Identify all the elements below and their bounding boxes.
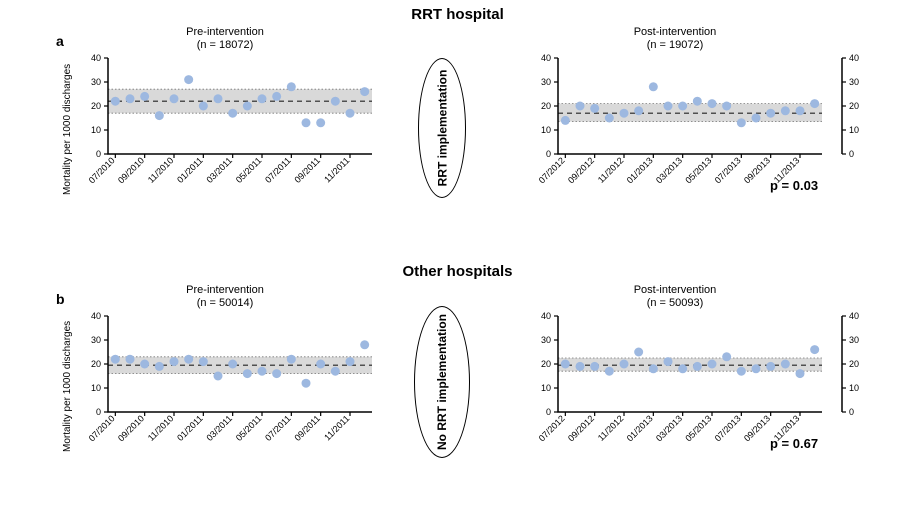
svg-text:0: 0 <box>849 149 854 159</box>
svg-text:40: 40 <box>541 53 551 63</box>
subtitle-a-post-n: (n = 19072) <box>647 39 704 51</box>
svg-text:40: 40 <box>91 53 101 63</box>
svg-text:09/2011: 09/2011 <box>292 413 322 443</box>
svg-text:05/2013: 05/2013 <box>683 155 713 185</box>
svg-text:05/2011: 05/2011 <box>234 413 264 443</box>
svg-text:07/2011: 07/2011 <box>263 413 293 443</box>
subtitle-a-pre-n: (n = 18072) <box>197 39 254 51</box>
svg-text:05/2011: 05/2011 <box>234 155 264 185</box>
svg-text:07/2012: 07/2012 <box>537 413 567 443</box>
svg-text:11/2010: 11/2010 <box>146 413 176 443</box>
chart-b-pre: 0 10 20 30 40 07/201009/201011/201001/201103/… <box>70 310 380 483</box>
svg-text:30: 30 <box>541 77 551 87</box>
svg-text:40: 40 <box>541 311 551 321</box>
subtitle-b-pre: Pre-intervention (n = 50014) <box>70 284 380 310</box>
svg-text:0: 0 <box>546 407 551 417</box>
svg-text:11/2011: 11/2011 <box>322 155 351 184</box>
svg-text:09/2012: 09/2012 <box>566 155 596 185</box>
svg-text:30: 30 <box>541 335 551 345</box>
svg-text:30: 30 <box>91 335 101 345</box>
panel-letter-b: b <box>56 291 65 307</box>
svg-text:01/2011: 01/2011 <box>175 155 205 185</box>
subtitle-b-pre-n: (n = 50014) <box>197 297 254 309</box>
svg-text:20: 20 <box>91 359 101 369</box>
ellipse-rrt: RRT implementation <box>418 58 466 198</box>
svg-text:07/2010: 07/2010 <box>87 155 117 185</box>
main-title-a: RRT hospital <box>0 6 915 23</box>
svg-text:10: 10 <box>91 125 101 135</box>
svg-text:03/2011: 03/2011 <box>204 155 234 185</box>
svg-text:11/2012: 11/2012 <box>596 155 626 185</box>
subtitle-a-post: Post-intervention (n = 19072) <box>520 26 830 52</box>
svg-text:10: 10 <box>91 383 101 393</box>
svg-text:20: 20 <box>541 359 551 369</box>
svg-text:10: 10 <box>541 383 551 393</box>
subtitle-a-pre: Pre-intervention (n = 18072) <box>70 26 380 52</box>
svg-text:09/2011: 09/2011 <box>292 155 322 185</box>
subtitle-a-post-t: Post-intervention <box>634 26 717 38</box>
ellipse-rrt-text: RRT implementation <box>435 70 449 187</box>
svg-text:11/2012: 11/2012 <box>596 413 626 443</box>
ellipse-no-rrt-text: No RRT implementation <box>435 314 449 450</box>
svg-text:09/2012: 09/2012 <box>566 413 596 443</box>
panel-letter-a: a <box>56 33 64 49</box>
subtitle-b-post-n: (n = 50093) <box>647 297 704 309</box>
chart-a-post: 01020304001020304007/201209/201211/20120… <box>520 52 868 225</box>
svg-text:09/2013: 09/2013 <box>742 155 772 185</box>
ellipse-no-rrt: No RRT implementation <box>414 306 470 458</box>
svg-text:05/2013: 05/2013 <box>683 413 713 443</box>
subtitle-b-pre-t: Pre-intervention <box>186 284 264 296</box>
subtitle-b-post: Post-intervention (n = 50093) <box>520 284 830 310</box>
svg-text:07/2013: 07/2013 <box>713 155 743 185</box>
svg-text:20: 20 <box>849 359 859 369</box>
svg-text:40: 40 <box>91 311 101 321</box>
svg-text:09/2013: 09/2013 <box>742 413 772 443</box>
svg-text:30: 30 <box>91 77 101 87</box>
svg-text:11/2011: 11/2011 <box>322 413 351 442</box>
svg-text:03/2011: 03/2011 <box>204 413 234 443</box>
svg-text:07/2010: 07/2010 <box>87 413 117 443</box>
chart-b-post: 01020304001020304007/201209/201211/20120… <box>520 310 868 483</box>
p-value-a: p = 0.03 <box>770 178 818 193</box>
svg-text:07/2011: 07/2011 <box>263 155 293 185</box>
svg-text:0: 0 <box>849 407 854 417</box>
svg-text:20: 20 <box>849 101 859 111</box>
svg-text:10: 10 <box>849 383 859 393</box>
svg-text:11/2010: 11/2010 <box>146 155 176 185</box>
svg-text:10: 10 <box>541 125 551 135</box>
svg-text:0: 0 <box>96 149 101 159</box>
subtitle-a-pre-t: Pre-intervention <box>186 26 264 38</box>
svg-text:20: 20 <box>541 101 551 111</box>
svg-text:07/2012: 07/2012 <box>537 155 567 185</box>
svg-text:03/2013: 03/2013 <box>654 155 684 185</box>
svg-text:0: 0 <box>546 149 551 159</box>
svg-text:40: 40 <box>849 311 859 321</box>
chart-a-pre: 0 10 20 30 40 07/201009/201011/201001/201103/… <box>70 52 380 225</box>
svg-text:09/2010: 09/2010 <box>116 413 146 443</box>
svg-text:30: 30 <box>849 77 859 87</box>
svg-text:0: 0 <box>96 407 101 417</box>
svg-text:10: 10 <box>849 125 859 135</box>
svg-text:03/2013: 03/2013 <box>654 413 684 443</box>
svg-text:30: 30 <box>849 335 859 345</box>
svg-text:01/2013: 01/2013 <box>625 155 655 185</box>
svg-text:09/2010: 09/2010 <box>116 155 146 185</box>
p-value-b: p = 0.67 <box>770 436 818 451</box>
main-title-b: Other hospitals <box>0 263 915 280</box>
svg-text:07/2013: 07/2013 <box>713 413 743 443</box>
svg-text:20: 20 <box>91 101 101 111</box>
svg-text:01/2013: 01/2013 <box>625 413 655 443</box>
svg-text:40: 40 <box>849 53 859 63</box>
svg-text:01/2011: 01/2011 <box>175 413 205 443</box>
subtitle-b-post-t: Post-intervention <box>634 284 717 296</box>
